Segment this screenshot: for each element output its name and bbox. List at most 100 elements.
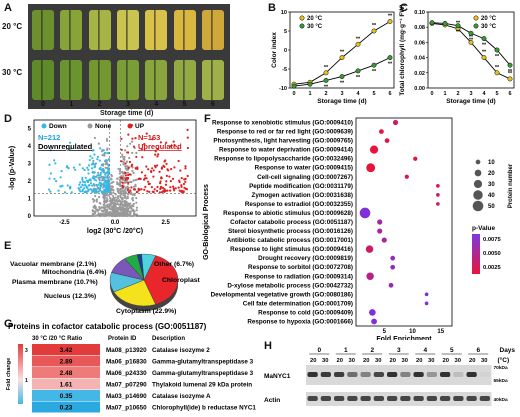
banana-bunch-30c-day5 xyxy=(173,60,196,100)
x-tick-label: 5 xyxy=(383,329,387,335)
point-none xyxy=(125,213,128,216)
protein-id: Ma07_p07290 xyxy=(106,382,147,389)
pie-slice-1 xyxy=(113,279,156,307)
significance-mark: ** xyxy=(356,36,361,42)
point-none xyxy=(131,199,135,202)
point-none xyxy=(118,182,121,185)
go-term-dot xyxy=(413,156,418,161)
point-up xyxy=(166,168,169,171)
point-none xyxy=(121,155,124,158)
blot-temp-label: 20 xyxy=(443,358,449,364)
point-none xyxy=(123,176,126,180)
point-down xyxy=(98,179,101,182)
point-up xyxy=(148,190,151,193)
go-term-label: Developmental vegetative growth (GO:0080… xyxy=(211,291,353,298)
point-none xyxy=(111,194,115,198)
point-none xyxy=(92,210,96,213)
chart-f-go-enrichment: Response to xenobiotic stimulus (GO:0009… xyxy=(203,117,514,340)
point-none xyxy=(132,185,135,188)
point-down xyxy=(84,176,87,179)
point-none xyxy=(112,198,115,201)
go-term-dot xyxy=(404,174,409,179)
significance-mark: ** xyxy=(508,71,513,77)
go-term-label: D-xylose metabolic process (GO:0042732) xyxy=(227,282,353,289)
y-tick-label: 0.02 xyxy=(414,71,425,77)
protein-desc: Gamma-glutamyltranspeptidase 3 xyxy=(152,359,254,366)
point-up xyxy=(178,181,181,184)
band-nyc1 xyxy=(453,372,464,377)
point-up xyxy=(157,153,160,156)
point-down xyxy=(104,151,107,154)
point-none xyxy=(133,214,137,217)
point-none xyxy=(124,211,127,214)
point-up xyxy=(136,167,139,170)
point-none xyxy=(119,184,122,187)
point-none xyxy=(129,192,133,196)
data-point xyxy=(339,55,345,61)
blot-day-label: 5 xyxy=(450,347,454,354)
point-down xyxy=(83,184,87,187)
point-none xyxy=(92,200,95,203)
point-down xyxy=(96,174,99,177)
fold-change-label: Fold change xyxy=(6,358,12,390)
band-nyc1 xyxy=(334,372,345,377)
y-tick-label: 5 xyxy=(284,29,287,35)
point-down xyxy=(97,183,100,186)
point-down xyxy=(89,182,93,185)
point-none xyxy=(117,203,121,206)
protein-id: Ma06_p24330 xyxy=(106,370,147,377)
point-none xyxy=(118,172,121,175)
go-term-label: Peptide modification (GO:0031179) xyxy=(249,183,353,190)
point-up xyxy=(173,143,176,147)
y-tick-label: 0.04 xyxy=(414,56,426,62)
point-up xyxy=(160,166,164,169)
protein-id: Ma08_p13920 xyxy=(106,347,147,354)
point-up xyxy=(163,188,166,191)
point-up xyxy=(158,191,162,194)
point-up xyxy=(184,165,187,168)
go-term-dot xyxy=(436,202,440,206)
point-none xyxy=(95,200,98,203)
point-none xyxy=(135,178,138,181)
significance-mark: ** xyxy=(372,23,377,29)
point-none xyxy=(110,193,113,196)
point-none xyxy=(135,213,139,216)
row-label-30c: 30 °C xyxy=(2,68,23,77)
go-term-label: Drought recovery (GO:0009819) xyxy=(258,255,353,262)
point-down xyxy=(48,177,51,180)
point-down xyxy=(53,159,56,162)
point-up xyxy=(162,190,165,193)
point-none xyxy=(116,187,119,190)
point-down xyxy=(78,183,81,186)
point-up xyxy=(143,143,146,146)
point-none xyxy=(133,210,136,213)
legend-label: 30 °C xyxy=(481,24,497,30)
point-up xyxy=(173,189,176,192)
point-none xyxy=(131,151,134,154)
point-none xyxy=(119,195,122,198)
point-down xyxy=(78,163,81,166)
point-up xyxy=(156,164,159,167)
point-none xyxy=(118,178,121,182)
y-axis-label: Total chlorophyll (mg·g⁻¹ FW) xyxy=(399,4,406,95)
pie-slice-0 xyxy=(143,255,179,305)
point-down xyxy=(106,182,110,185)
panel-label-e: E xyxy=(4,240,12,252)
blot-day-label: 3 xyxy=(397,347,401,354)
band-nyc1 xyxy=(426,372,437,377)
point-none xyxy=(128,156,131,160)
point-up xyxy=(180,184,183,187)
point-up xyxy=(172,140,175,143)
go-term-label: Photosynthesis, light harvesting (GO:000… xyxy=(213,138,353,145)
point-up xyxy=(165,174,168,177)
y-tick-label: 5 xyxy=(28,127,32,133)
point-none xyxy=(117,195,120,198)
point-none xyxy=(114,211,117,214)
point-none xyxy=(135,206,138,209)
x-tick-label: 5 xyxy=(372,91,375,97)
point-none xyxy=(129,206,132,209)
go-term-label: Response to light stimulus (GO:0009416) xyxy=(230,246,353,253)
point-none xyxy=(123,156,126,159)
row-label-actin: Actin xyxy=(264,397,280,404)
point-up xyxy=(159,181,162,185)
